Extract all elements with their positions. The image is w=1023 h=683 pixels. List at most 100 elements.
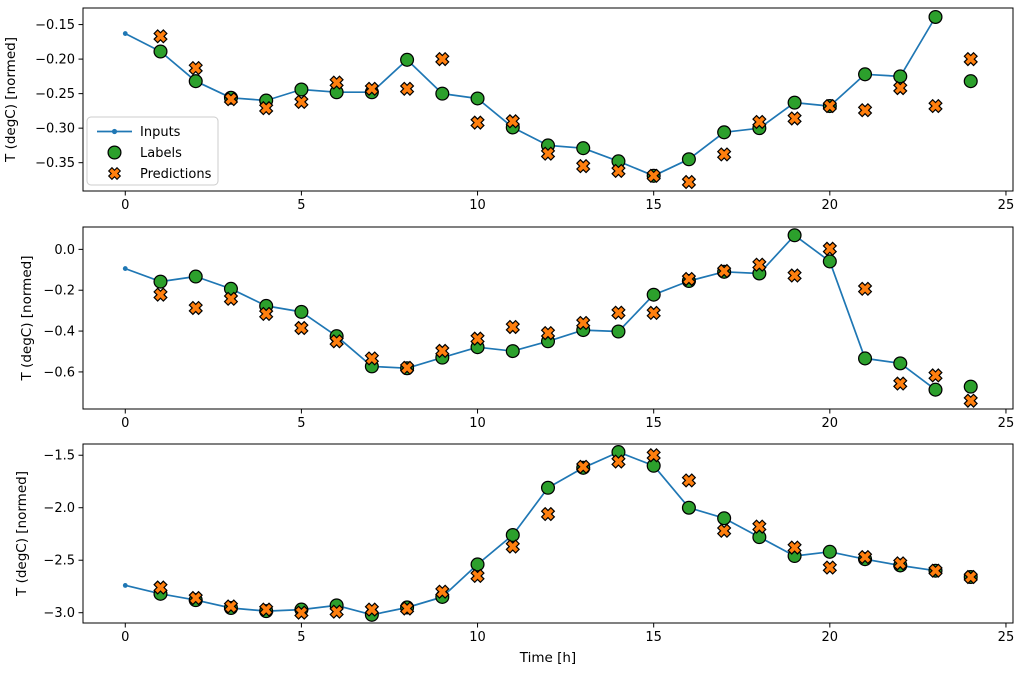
predictions-point	[294, 320, 309, 336]
y-axis-ticks: −1.5 −2.0 −2.5 −3.0	[43, 449, 83, 621]
predictions-point	[963, 51, 978, 67]
predictions-point	[294, 94, 309, 110]
x-axis-ticks: 0 5 10 15 20 25	[121, 409, 1014, 431]
predictions-point	[435, 584, 450, 599]
labels-point	[822, 254, 837, 269]
labels-point	[963, 74, 978, 89]
labels-point	[153, 44, 168, 59]
y-axis-label: T (degC) [normed]	[3, 37, 19, 163]
predictions-point	[576, 459, 591, 474]
y-axis-ticks: 0.0 −0.2 −0.4 −0.6	[43, 243, 83, 380]
predictions-point	[716, 147, 732, 162]
predictions-point	[822, 98, 838, 114]
predictions-point	[576, 315, 591, 331]
predictions-point	[470, 331, 485, 346]
labels-point	[822, 544, 837, 559]
x-tick-label: 25	[998, 416, 1015, 431]
labels-point	[294, 82, 309, 97]
predictions-point	[893, 80, 908, 96]
x-tick-label: 0	[121, 630, 129, 645]
predictions-point	[611, 305, 626, 320]
predictions-point	[716, 263, 732, 279]
predictions-point	[611, 163, 626, 179]
labels-point	[787, 228, 802, 243]
x-tick-label: 10	[469, 198, 486, 213]
labels-point	[752, 530, 767, 545]
predictions-point	[329, 604, 344, 619]
labels-point	[505, 344, 520, 359]
predictions-point	[364, 351, 380, 366]
predictions-point	[752, 519, 767, 534]
predictions-point	[822, 560, 838, 575]
predictions-point	[681, 473, 697, 488]
predictions-point	[329, 75, 344, 90]
predictions-point	[399, 601, 415, 616]
labels-point	[188, 269, 203, 284]
labels-point	[893, 69, 908, 84]
y-tick-label: −0.4	[43, 325, 75, 340]
x-tick-label: 20	[822, 416, 839, 431]
labels-point	[646, 458, 661, 473]
y-tick-label: −2.5	[43, 554, 75, 569]
labels-point	[294, 304, 309, 319]
labels-point	[717, 125, 732, 140]
predictions-point	[153, 580, 168, 595]
x-tick-label: 15	[645, 630, 662, 645]
plot-background	[83, 444, 1013, 623]
predictions-scatter-series	[153, 29, 978, 190]
x-tick-label: 5	[297, 416, 305, 431]
x-tick-label: 15	[645, 198, 662, 213]
predictions-point	[681, 271, 697, 287]
labels-point	[858, 351, 873, 366]
x-tick-label: 10	[469, 416, 486, 431]
y-axis-label: T (degC) [normed]	[19, 256, 35, 382]
x-tick-label: 20	[822, 630, 839, 645]
predictions-point	[505, 319, 520, 335]
predictions-point	[188, 60, 203, 76]
predictions-point	[329, 334, 344, 349]
predictions-point	[223, 91, 239, 107]
predictions-point	[646, 305, 661, 321]
predictions-point	[364, 602, 380, 617]
y-tick-label: −0.25	[35, 87, 75, 102]
predictions-point	[364, 81, 380, 97]
inputs-point	[122, 583, 128, 588]
predictions-point	[857, 549, 873, 565]
predictions-point	[787, 268, 802, 283]
y-tick-label: −0.30	[35, 122, 75, 137]
x-tick-label: 5	[297, 198, 305, 213]
predictions-point	[188, 590, 203, 606]
labels-point	[576, 141, 591, 156]
x-tick-label: 0	[121, 198, 129, 213]
predictions-point	[258, 602, 274, 617]
x-tick-label: 25	[998, 630, 1015, 645]
predictions-point	[928, 98, 943, 114]
predictions-point	[435, 343, 450, 359]
predictions-point	[258, 100, 274, 116]
predictions-scatter-series	[153, 241, 978, 408]
predictions-point	[893, 556, 908, 571]
subplot-1: 0 5 10 15 20 25 −0.15 −0.20 −0.25 −0.30 −0.35 T (de…	[3, 7, 1014, 213]
predictions-point	[223, 599, 239, 614]
predictions-point	[752, 257, 767, 272]
predictions-point	[857, 281, 873, 297]
labels-point	[681, 152, 696, 167]
legend: Inputs Labels Predictions	[86, 116, 219, 186]
predictions-point	[188, 300, 203, 316]
legend-box	[86, 116, 219, 186]
predictions-point	[294, 605, 309, 620]
predictions-point	[963, 569, 978, 585]
labels-point	[470, 91, 485, 106]
y-axis-ticks: −0.15 −0.20 −0.25 −0.30 −0.35	[35, 18, 83, 171]
predictions-point	[505, 539, 520, 554]
y-tick-label: −0.20	[35, 53, 75, 68]
x-tick-label: 25	[998, 198, 1015, 213]
x-axis-ticks: 0 5 10 15 20 25	[121, 191, 1014, 213]
predictions-point	[787, 540, 802, 555]
predictions-point	[399, 360, 415, 376]
labels-point	[400, 52, 415, 67]
legend-item-labels: Labels	[140, 146, 182, 161]
legend-item-inputs: Inputs	[140, 125, 181, 140]
labels-point	[646, 287, 661, 302]
